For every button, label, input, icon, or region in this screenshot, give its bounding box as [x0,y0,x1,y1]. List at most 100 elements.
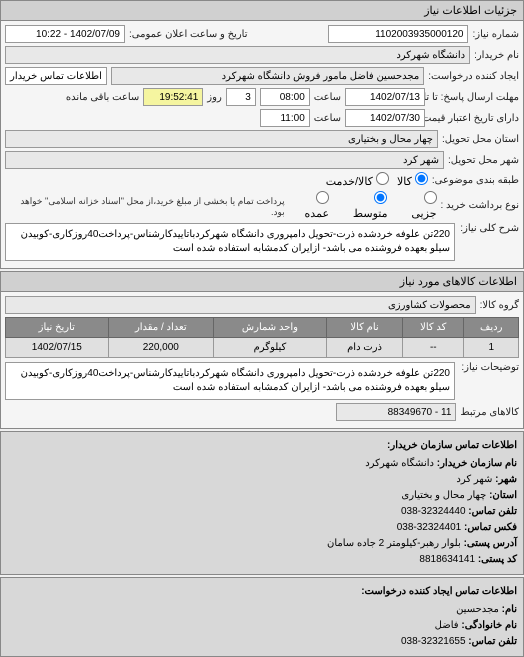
contact-province-label: استان: [489,490,517,501]
time-label-1: ساعت [314,92,341,103]
th-code: کد کالا [403,318,464,338]
deadline-time-2: 11:00 [260,109,310,127]
deadline-from-label: مهلت ارسال پاسخ: تا تاریخ: [429,92,519,103]
row-requester: ایجاد کننده درخواست: مجدحسین فاضل مامور … [5,67,519,85]
th-name: نام کالا [326,318,402,338]
row-buyer: نام خریدار: دانشگاه شهرکرد [5,46,519,64]
req-phone-label: تلفن تماس: [468,636,517,647]
contact-org-label: نام سازمان خریدار: [437,458,517,469]
need-number-label: شماره نیاز: [472,29,519,40]
radio-khedmat[interactable]: کالا/خدمت [326,172,389,188]
announce-label: تاریخ و ساعت اعلان عمومی: [129,29,248,40]
group-kala-field: محصولات کشاورزی [5,296,476,314]
province-label: استان محل تحویل: [442,134,519,145]
td-code: -- [403,338,464,358]
req-name-label: نام: [502,604,517,615]
province-field: چهار محال و بختیاری [5,130,438,148]
countdown-field: 19:52:41 [143,88,203,106]
panel-title: جزئیات اطلاعات نیاز [1,1,523,21]
requester-name-field: مجدحسین فاضل مامور فروش دانشگاه شهرکرد [111,67,424,85]
row-desc: شرح کلی نیاز: 220تن علوفه خردشده ذرت-تحو… [5,223,519,261]
td-unit: کیلوگرم [213,338,326,358]
table-row[interactable]: 1 -- ذرت دام کیلوگرم 220,000 1402/07/15 [6,338,519,358]
th-unit: واحد شمارش [213,318,326,338]
req-family: فاضل [435,620,459,631]
contact-phone-label: تلفن تماس: [468,506,517,517]
pay-radio-group: جزیی متوسط عمده [289,191,437,220]
row-city: شهر محل تحویل: شهر کرد [5,151,519,169]
row-notes: توضیحات نیاز: 220تن علوفه خردشده ذرت-تحو… [5,362,519,400]
contact-block-requester: اطلاعات تماس ایجاد کننده درخواست: نام: م… [0,577,524,657]
group-label: طبقه بندی موضوعی: [432,175,519,186]
deadline-date-2: 1402/07/30 [345,109,425,127]
contact-addr-label: آدرس پستی: [464,538,517,549]
group-radio-group: کالا کالا/خدمت [326,172,428,188]
panel-body: شماره نیاز: 1102003935000120 تاریخ و ساع… [1,21,523,268]
contact-post: 8818634141 [419,554,475,565]
city-label: شهر محل تحویل: [448,155,519,166]
table-header-row: ردیف کد کالا نام کالا واحد شمارش تعداد /… [6,318,519,338]
contact-city: شهر کرد [456,474,492,485]
contact-province: چهار محال و بختیاری [401,490,486,501]
goods-panel-body: گروه کالا: محصولات کشاورزی ردیف کد کالا … [1,292,523,428]
contact-phone: 32324440-038 [401,506,466,517]
related-code-field: 11 - 88349670 [336,403,456,421]
radio-omde[interactable]: عمده [289,191,329,220]
buyer-contact-button[interactable]: اطلاعات تماس خریدار [5,67,107,85]
days-field: 3 [226,88,256,106]
th-row: ردیف [464,318,519,338]
contact-addr: بلوار رهبر-کیلومتر 2 جاده سامان [327,538,461,549]
goods-panel: اطلاعات کالاهای مورد نیاز گروه کالا: محص… [0,271,524,429]
requester-label: ایجاد کننده درخواست: [428,71,519,82]
td-qty: 220,000 [108,338,213,358]
buyer-label: نام خریدار: [474,50,519,61]
req-phone: 32321655-038 [401,636,466,647]
row-deadline-2: دارای تاریخ اعتبار قیمت: تا تاریخ: 1402/… [5,109,519,127]
radio-kala[interactable]: کالا [397,172,428,188]
announce-datetime-field: 1402/07/09 - 10:22 [5,25,125,43]
contact-org: دانشگاه شهرکرد [365,458,434,469]
need-number-field: 1102003935000120 [328,25,468,43]
th-date: تاریخ نیاز [6,318,109,338]
req-name: مجدحسین [456,604,499,615]
row-need-number: شماره نیاز: 1102003935000120 تاریخ و ساع… [5,25,519,43]
deadline-time-1: 08:00 [260,88,310,106]
notes-textbox: 220تن علوفه خردشده ذرت-تحویل دامپروری دا… [5,362,455,400]
row-group: طبقه بندی موضوعی: کالا کالا/خدمت [5,172,519,188]
goods-panel-title: اطلاعات کالاهای مورد نیاز [1,272,523,292]
req-contact-title: اطلاعات تماس ایجاد کننده درخواست: [7,584,517,600]
related-label: کالاهای مرتبط [460,407,519,418]
group-kala-label: گروه کالا: [480,300,519,311]
buyer-name-field: دانشگاه شهرکرد [5,46,470,64]
radio-jozi[interactable]: جزیی [395,191,436,220]
th-qty: تعداد / مقدار [108,318,213,338]
pay-note: پرداخت تمام یا بخشی از مبلغ خرید،از محل … [5,196,285,218]
radio-motevaset[interactable]: متوسط [337,191,387,220]
remain-label: ساعت باقی مانده [66,92,139,103]
desc-label: شرح کلی نیاز: [459,223,519,234]
contact-fax-label: فکس تماس: [464,522,517,533]
td-date: 1402/07/15 [6,338,109,358]
goods-table: ردیف کد کالا نام کالا واحد شمارش تعداد /… [5,317,519,358]
row-deadline-1: مهلت ارسال پاسخ: تا تاریخ: 1402/07/13 سا… [5,88,519,106]
row-group-kala: گروه کالا: محصولات کشاورزی [5,296,519,314]
contact-post-label: کد پستی: [478,554,517,565]
deadline-to-label: دارای تاریخ اعتبار قیمت: تا تاریخ: [429,113,519,124]
row-related: کالاهای مرتبط 11 - 88349670 [5,403,519,421]
desc-textbox: 220تن علوفه خردشده ذرت-تحویل دامپروری دا… [5,223,455,261]
td-name: ذرت دام [326,338,402,358]
contact-title: اطلاعات تماس سازمان خریدار: [7,438,517,454]
contact-city-label: شهر: [495,474,517,485]
req-family-label: نام خانوادگی: [461,620,517,631]
contact-block-buyer: اطلاعات تماس سازمان خریدار: نام سازمان خ… [0,431,524,575]
pay-label: نوع برداشت خرید : [441,200,520,211]
row-province: استان محل تحویل: چهار محال و بختیاری [5,130,519,148]
row-pay: نوع برداشت خرید : جزیی متوسط عمده پرداخت… [5,191,519,220]
deadline-date-1: 1402/07/13 [345,88,425,106]
main-panel: جزئیات اطلاعات نیاز شماره نیاز: 11020039… [0,0,524,269]
notes-label: توضیحات نیاز: [459,362,519,373]
contact-fax: 32324401-038 [397,522,462,533]
city-field: شهر کرد [5,151,444,169]
days-label: روز [207,92,222,103]
time-label-2: ساعت [314,113,341,124]
